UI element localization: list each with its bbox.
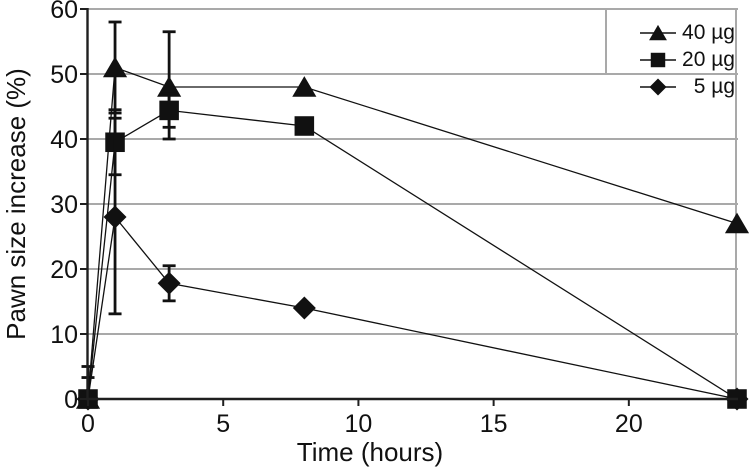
y-tick-label-10: 10 xyxy=(50,321,78,349)
x-tick-label-0: 0 xyxy=(81,410,95,438)
legend-label-20ug: 20 µg xyxy=(682,47,735,71)
legend-item-20ug: 20 µg xyxy=(639,46,735,73)
marker-diamond xyxy=(103,205,127,229)
y-tick-label-20: 20 xyxy=(50,256,78,284)
y-tick-label-60: 60 xyxy=(50,0,78,24)
x-tick-label-15: 15 xyxy=(480,410,508,438)
marker-triangle xyxy=(102,56,128,78)
legend-marker-svg xyxy=(640,52,676,67)
legend-marker-svg xyxy=(640,24,676,40)
axes xyxy=(80,8,738,406)
marker-diamond xyxy=(649,78,667,95)
y-tick-label-50: 50 xyxy=(50,61,78,89)
gridlines xyxy=(87,8,738,399)
marker-triangle xyxy=(157,76,182,97)
y-axis-title: Pawn size increase (%) xyxy=(1,68,31,340)
y-tick-label-40: 40 xyxy=(50,126,78,154)
marker-diamond xyxy=(157,271,181,295)
legend-item-40ug: 40 µg xyxy=(639,19,735,46)
series-5µg xyxy=(76,116,749,411)
legend: 40 µg 20 µg 5 µg xyxy=(639,19,735,100)
legend-marker-svg xyxy=(640,78,676,95)
series-line xyxy=(87,215,738,400)
x-axis-title: Time (hours) xyxy=(297,437,443,467)
legend-item-5ug: 5 µg xyxy=(639,73,735,100)
legend-label-40ug: 40 µg xyxy=(682,20,735,44)
marker-diamond xyxy=(292,296,316,320)
square-marker-icon xyxy=(639,49,677,71)
triangle-marker-icon xyxy=(639,22,677,44)
legend-label-5ug: 5 µg xyxy=(693,74,735,98)
marker-square xyxy=(650,52,666,67)
y-tick-label-0: 0 xyxy=(64,386,78,414)
y-tick-label-30: 30 xyxy=(50,191,78,219)
marker-square xyxy=(159,100,179,121)
x-tick-label-5: 5 xyxy=(216,410,230,438)
series-20µg xyxy=(78,92,747,409)
marker-triangle xyxy=(292,76,317,97)
series-line xyxy=(87,109,738,400)
x-tick-label-10: 10 xyxy=(345,410,373,438)
diamond-marker-icon xyxy=(639,76,677,98)
series-line xyxy=(87,66,738,400)
marker-square xyxy=(294,116,315,136)
marker-triangle xyxy=(724,212,749,234)
x-tick-label-20: 20 xyxy=(615,410,643,438)
tick-labels: 0 10 20 30 40 50 60 0 5 10 15 20 xyxy=(50,0,643,438)
marker-triangle xyxy=(649,24,667,40)
